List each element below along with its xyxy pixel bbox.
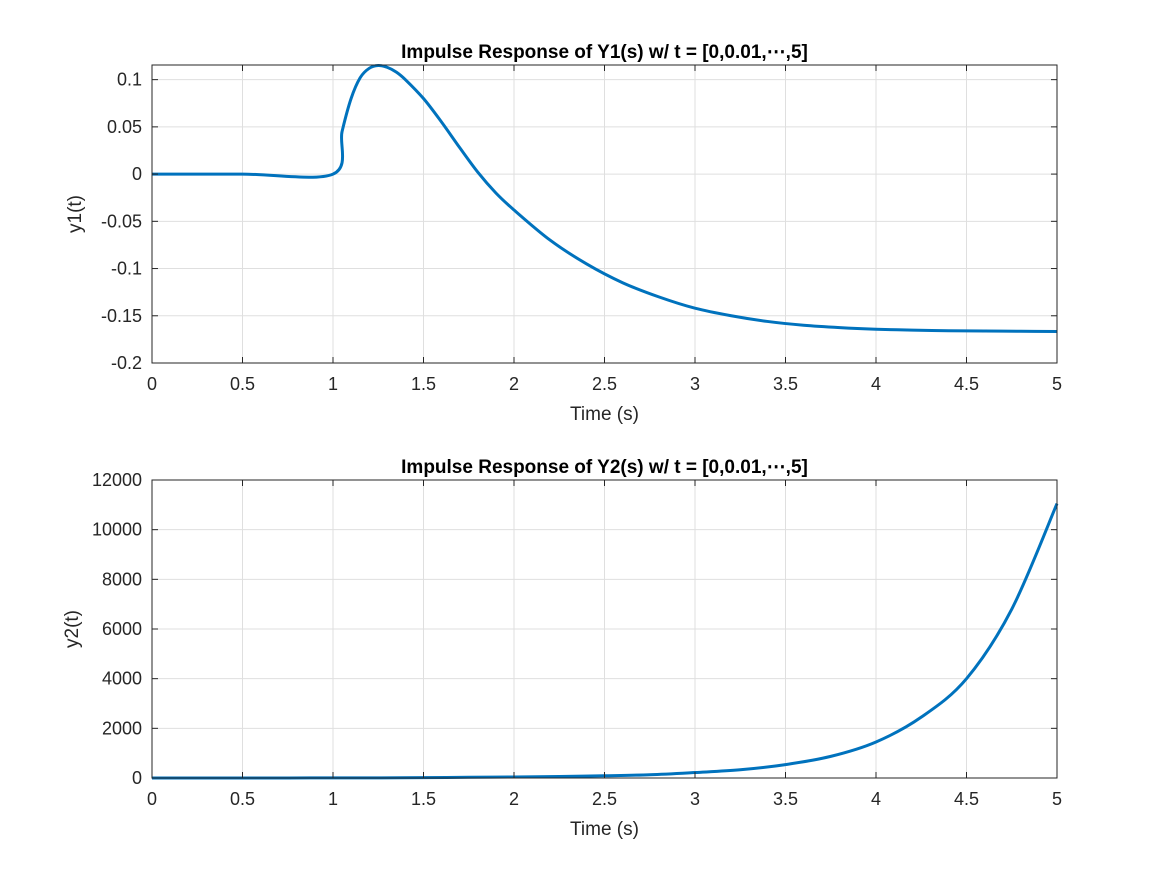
x-tick-label: 4.5: [954, 789, 979, 809]
x-tick-label: 0: [147, 789, 157, 809]
x-axis-label: Time (s): [570, 819, 639, 840]
x-tick-label: 3: [690, 789, 700, 809]
x-tick-label: 2.5: [592, 789, 617, 809]
y-tick-label: -0.15: [101, 306, 142, 326]
y-tick-label: 0.1: [117, 70, 142, 90]
x-tick-label: 0: [147, 374, 157, 394]
series-line: [152, 63, 1058, 333]
axes-y2: 0 0.5 1 1.5 2 2.5 3 3.5 4 4.5 5 0 2000 4000 6000 8000 10…: [62, 457, 1062, 840]
x-tick-label: 4: [871, 789, 881, 809]
chart-title: Impulse Response of Y2(s) w/ t = [0,0.01…: [401, 457, 808, 478]
x-tick-label: 3: [690, 374, 700, 394]
x-tick-label: 3.5: [773, 789, 798, 809]
x-tick-label: 1.5: [411, 374, 436, 394]
y-tick-label: -0.1: [111, 259, 142, 279]
y-tick-label: 10000: [92, 520, 142, 540]
axes-y1: 0 0.5 1 1.5 2 2.5 3 3.5 4 4.5 5 -0.2 -0.15 -0.1 -0.05 0…: [65, 42, 1062, 425]
y-tick-label: 12000: [92, 470, 142, 490]
x-tick-label: 2: [509, 374, 519, 394]
x-axis-label: Time (s): [570, 404, 639, 425]
x-tick-label: 5: [1052, 374, 1062, 394]
y-tick-label: 8000: [102, 569, 142, 589]
y-tick-label: 0: [132, 768, 142, 788]
ticks: 0 0.5 1 1.5 2 2.5 3 3.5 4 4.5 5 -0.2 -0.15 -0.1 -0.05 0…: [101, 65, 1062, 394]
x-tick-label: 3.5: [773, 374, 798, 394]
x-tick-label: 1: [328, 789, 338, 809]
y-tick-label: -0.05: [101, 211, 142, 231]
ticks: 0 0.5 1 1.5 2 2.5 3 3.5 4 4.5 5 0 2000 4000 6000 8000 10…: [92, 470, 1062, 809]
chart-title: Impulse Response of Y1(s) w/ t = [0,0.01…: [401, 42, 808, 63]
y-axis-label: y1(t): [65, 195, 86, 233]
y-axis-label: y2(t): [62, 610, 83, 648]
y-tick-label: -0.2: [111, 353, 142, 373]
y-tick-label: 4000: [102, 669, 142, 689]
series-layer: [152, 63, 1058, 333]
y-tick-label: 0: [132, 164, 142, 184]
x-tick-label: 2: [509, 789, 519, 809]
x-tick-label: 4: [871, 374, 881, 394]
y-tick-label: 6000: [102, 619, 142, 639]
x-tick-label: 2.5: [592, 374, 617, 394]
y-tick-label: 0.05: [107, 117, 142, 137]
y-tick-label: 2000: [102, 718, 142, 738]
x-tick-label: 5: [1052, 789, 1062, 809]
x-tick-label: 0.5: [230, 789, 255, 809]
x-tick-label: 1.5: [411, 789, 436, 809]
x-tick-label: 0.5: [230, 374, 255, 394]
x-tick-label: 1: [328, 374, 338, 394]
x-tick-label: 4.5: [954, 374, 979, 394]
